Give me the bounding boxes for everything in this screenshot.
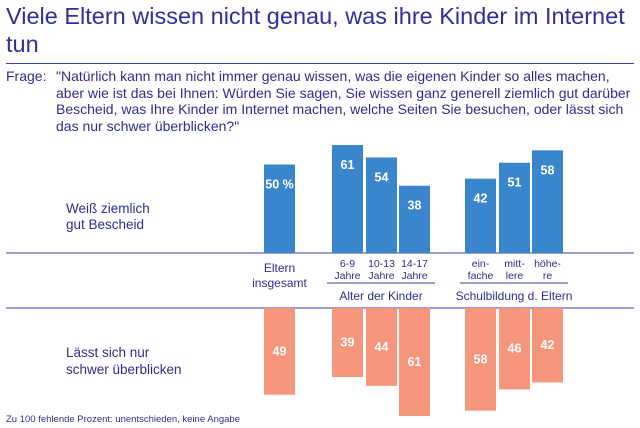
series-label-up-line1: Weiß ziemlich <box>66 201 150 216</box>
category-label-edu-higher-line2: re <box>543 270 552 282</box>
bar-down-age-6-9 <box>332 308 363 378</box>
value-label-down-age-10-13: 44 <box>375 340 389 354</box>
value-label-down-edu-simple: 58 <box>474 352 488 366</box>
footnote: Zu 100 fehlende Prozent: unentschieden, … <box>6 414 240 425</box>
category-label-total-line2: insgesamt <box>252 276 307 290</box>
title-divider <box>6 63 634 64</box>
series-label-up-line2: gut Bescheid <box>66 217 144 232</box>
value-label-down-edu-middle: 46 <box>508 342 522 356</box>
value-label-down-edu-higher: 42 <box>541 338 555 352</box>
category-label-edu-middle-line2: lere <box>506 270 524 282</box>
value-label-up-age-14-17: 38 <box>408 199 422 213</box>
bar-up-total <box>264 164 295 253</box>
value-label-down-total: 49 <box>273 344 287 358</box>
series-label-down-line1: Lässt sich nur <box>66 345 150 360</box>
bar-down-edu-middle <box>499 308 530 390</box>
category-label-edu-simple-line1: ein- <box>472 258 490 270</box>
category-label-edu-simple-line2: fache <box>468 270 494 282</box>
bar-up-edu-middle <box>499 162 530 253</box>
page-title: Viele Eltern wissen nicht genau, was ihr… <box>6 3 625 57</box>
value-label-down-age-6-9: 39 <box>341 336 355 350</box>
series-label-down-line2: schwer überblicken <box>66 362 182 377</box>
question-label: Frage: <box>6 68 47 84</box>
question-text: "Natürlich kann man nicht immer genau wi… <box>56 68 631 134</box>
group-label-education: Schulbildung d. Eltern <box>456 289 573 303</box>
bar-down-age-10-13 <box>366 308 397 386</box>
category-label-age-14-17-line2: Jahre <box>401 270 427 282</box>
category-label-edu-middle-line1: mitt- <box>504 258 525 270</box>
category-label-age-14-17-line1: 14-17 <box>401 258 428 270</box>
category-label-total-line1: Eltern <box>264 261 295 275</box>
value-label-up-age-10-13: 54 <box>375 170 389 184</box>
group-label-age: Alter der Kinder <box>339 289 422 303</box>
value-label-up-edu-simple: 42 <box>474 192 488 206</box>
value-label-up-edu-higher: 58 <box>541 163 555 177</box>
bar-up-age-10-13 <box>366 157 397 253</box>
bar-down-age-14-17 <box>399 308 430 416</box>
category-label-age-6-9-line2: Jahre <box>334 270 360 282</box>
bar-up-age-6-9 <box>332 145 363 253</box>
value-label-down-age-14-17: 61 <box>408 355 422 369</box>
bar-down-edu-simple <box>465 308 496 411</box>
bar-up-age-14-17 <box>399 185 430 253</box>
value-label-up-age-6-9: 61 <box>341 158 355 172</box>
category-label-edu-higher-line1: höhe- <box>534 258 561 270</box>
value-label-up-total: 50 % <box>265 178 294 192</box>
bar-down-edu-higher <box>532 308 563 383</box>
bar-down-total <box>264 308 295 395</box>
bar-up-edu-simple <box>465 178 496 253</box>
category-label-age-10-13-line1: 10-13 <box>368 258 395 270</box>
category-label-age-6-9-line1: 6-9 <box>340 258 355 270</box>
bar-up-edu-higher <box>532 150 563 253</box>
category-label-age-10-13-line2: Jahre <box>368 270 394 282</box>
value-label-up-edu-middle: 51 <box>508 176 522 190</box>
